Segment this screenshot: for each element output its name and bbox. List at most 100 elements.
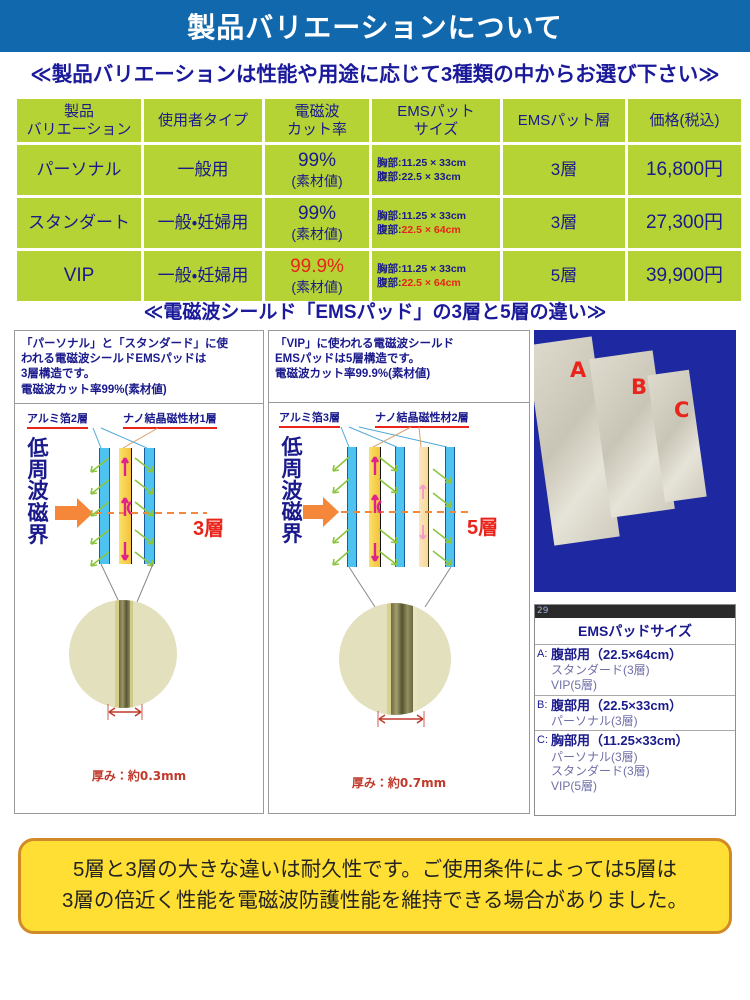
desc-line-1: 「VIP」に使われる電磁波シールド	[275, 338, 454, 350]
cell-padlayers: 5層	[503, 251, 625, 302]
cell-padsize-chest-value: 11.25 × 33cm	[401, 210, 467, 223]
legend-key-a: A:	[537, 648, 548, 660]
col-header-price-l1: 価格(税込)	[649, 111, 720, 129]
section-heading-shield-comparison: ≪電磁波シールド「EMSパッド」の3層と5層の違い≫	[143, 301, 607, 323]
magnetic-flux-arrows	[370, 456, 382, 562]
legend-row-a: A: 腹部用（22.5×64cm） スタンダード(3層) VIP(5層)	[535, 645, 735, 696]
col-header-usertype: 使用者タイプ	[144, 99, 262, 143]
table-row: スタンダート 一般・妊婦用 99% (素材値) 胸部:11.25 × 33cm …	[17, 198, 741, 249]
cell-padsize-chest-label: 胸部:	[377, 210, 402, 223]
desc-line-3: 3層構造です。	[21, 368, 96, 381]
desc-line-1: 「パーソナル」と「スタンダード」に使	[21, 338, 228, 350]
col-header-cutrate-l2: カット率	[286, 120, 347, 138]
caption-line-1: 5層と3層の大きな違いは耐久性です。ご使用条件によっては5層は	[72, 858, 678, 882]
layer-nano-2	[419, 447, 428, 567]
col-header-cutrate: 電磁波 カット率	[265, 99, 369, 143]
desc-line-4: 電磁波カット率99%(素材値)	[21, 383, 167, 396]
col-header-variation-l2: バリエーション	[26, 120, 132, 138]
cell-variation: VIP	[17, 251, 141, 302]
legend-sub-c-2: VIP(5層)	[551, 778, 598, 793]
legend-key-c: C:	[537, 734, 548, 747]
page-title-bar: 製品バリエーションについて	[0, 0, 750, 52]
panel-three-layer-description: 「パーソナル」と「スタンダード」に使 われる電磁波シールドEMSパッドは 3層構…	[15, 331, 263, 404]
incoming-field-arrow	[55, 497, 93, 528]
five-layer-diagram: アルミ箔3層 ナノ結晶磁性材2層 低周波磁界 5層	[269, 403, 529, 811]
col-header-padsize: EMSパット サイズ	[372, 99, 500, 143]
thickness-measure-arrow	[107, 703, 143, 720]
magnifier-cone	[348, 567, 452, 608]
panel-five-layer: 「VIP」に使われる電磁波シールド EMSパッドは5層構造です。 電磁波カット率…	[268, 330, 530, 814]
field-passthrough-dashes	[341, 511, 473, 513]
scattered-field-arrows	[332, 456, 452, 566]
pad-label-b: B	[631, 375, 648, 399]
legend-row-b: B: 腹部用（22.5×33cm） パーソナル(3層)	[535, 696, 735, 732]
cell-padsize-chest-value: 11.25 × 33cm	[401, 263, 467, 276]
cell-usertype: 一般・妊婦用	[144, 251, 262, 302]
cell-padsize-belly-label: 腹部:	[377, 224, 402, 237]
cross-section-micrograph	[69, 599, 177, 708]
cell-cutrate: 99.9% (素材値)	[265, 251, 369, 302]
product-variation-table: 製品 バリエーション 使用者タイプ 電磁波 カット率 EMSパット サイズ EM…	[14, 96, 744, 304]
col-header-usertype-l1: 使用者タイプ	[157, 111, 248, 129]
legend-sub-b-0: パーソナル(3層)	[551, 713, 638, 728]
legend-heading: EMSパッドサイズ	[535, 618, 735, 645]
layer-alu-2	[395, 447, 405, 567]
cell-padsize: 胸部:11.25 × 33cm 腹部:22.5 × 64cm	[372, 198, 500, 249]
layer-alu-2	[144, 447, 155, 564]
layer-nano-core-1	[131, 447, 132, 564]
low-frequency-magnetic-field-label: 低周波磁界	[281, 436, 303, 547]
cell-padsize-belly-value: 22.5 × 64cm	[401, 224, 461, 237]
legend-main-c: 胸部用（11.25×33cm）	[551, 733, 689, 749]
col-header-padsize-l2: サイズ	[413, 120, 459, 138]
magnetic-flux-arrows	[120, 457, 132, 561]
panel-three-layer: 「パーソナル」と「スタンダード」に使 われる電磁波シールドEMSパッドは 3層構…	[14, 330, 264, 814]
cell-padsize-belly-label: 腹部:	[377, 171, 402, 184]
cell-cutrate-note: (素材値)	[291, 225, 343, 242]
label-nano-crystal: ナノ結晶磁性材2層	[375, 409, 469, 428]
cell-cutrate-value: 99.9%	[290, 256, 344, 278]
legend-key-b: B:	[537, 698, 548, 711]
label-aluminium-foil: アルミ箔3層	[279, 409, 341, 428]
page-title: 製品バリエーションについて	[187, 11, 563, 44]
ems-pad-size-legend: 29 EMSパッドサイズ A: 腹部用（22.5×64cm） スタンダード(3層…	[534, 604, 736, 816]
col-header-price: 価格(税込)	[628, 99, 741, 143]
cell-cutrate: 99% (素材値)	[265, 145, 369, 196]
panel-five-layer-description: 「VIP」に使われる電磁波シールド EMSパッドは5層構造です。 電磁波カット率…	[269, 331, 529, 403]
diagram-connector-lines	[340, 426, 448, 448]
cell-price: 39,900円	[628, 251, 741, 302]
thickness-label-five-layer: 厚み：約0.7mm	[351, 776, 447, 790]
label-aluminium-foil: アルミ箔2層	[27, 410, 89, 429]
three-layer-diagram: アルミ箔2層 ナノ結晶磁性材1層 低周波磁界 3層	[15, 404, 263, 812]
magnifier-cone	[100, 563, 154, 602]
cell-padsize: 胸部:11.25 × 33cm 腹部:22.5 × 33cm	[372, 145, 500, 196]
legend-main-b: 腹部用（22.5×33cm）	[551, 697, 683, 713]
cell-padlayers: 3層	[503, 198, 625, 249]
cell-cutrate-note: (素材値)	[291, 172, 343, 189]
desc-line-2: EMSパッドは5層構造です。	[275, 353, 421, 366]
layer-nano-core-2	[428, 447, 429, 567]
low-frequency-magnetic-field-label: 低周波磁界	[27, 436, 49, 547]
page-subtitle: ≪製品バリエーションは性能や用途に応じて3種類の中からお選び下さい≫	[30, 63, 720, 86]
cell-price: 16,800円	[628, 145, 741, 196]
cell-variation: スタンダート	[17, 198, 141, 249]
cell-padsize-chest-label: 胸部:	[377, 157, 402, 170]
cell-padsize-belly-label: 腹部:	[377, 277, 402, 290]
legend-row-c: C: 胸部用（11.25×33cm） パーソナル(3層) スタンダード(3層) …	[535, 731, 735, 795]
legend-main-a: 腹部用（22.5×64cm）	[551, 647, 683, 662]
cell-padsize-belly-value: 22.5 × 64cm	[401, 277, 461, 290]
summary-caption-box: 5層と3層の大きな違いは耐久性です。ご使用条件によっては5層は 3層の倍近く性能…	[18, 838, 732, 934]
thickness-label-three-layer: 厚み：約0.3mm	[91, 768, 187, 783]
col-header-cutrate-l1: 電磁波	[294, 103, 340, 120]
cross-section-micrograph	[339, 603, 451, 715]
legend-sub-a-0: スタンダード(3層)	[551, 663, 650, 678]
cell-padsize-chest-value: 11.25 × 33cm	[401, 157, 467, 170]
legend-sub-a-1: VIP(5層)	[551, 677, 598, 692]
cell-cutrate-note: (素材値)	[291, 278, 343, 295]
caption-line-2: 3層の倍近く性能を電磁波防護性能を維持できる場合がありました。	[62, 889, 688, 912]
desc-line-3: 電磁波カット率99.9%(素材値)	[275, 368, 431, 381]
cell-price: 27,300円	[628, 198, 741, 249]
cell-cutrate-value: 99%	[297, 203, 337, 225]
five-layer-tag: 5層	[467, 517, 499, 539]
cell-padsize: 胸部:11.25 × 33cm 腹部:22.5 × 64cm	[372, 251, 500, 302]
pad-label-c: C	[674, 398, 690, 422]
